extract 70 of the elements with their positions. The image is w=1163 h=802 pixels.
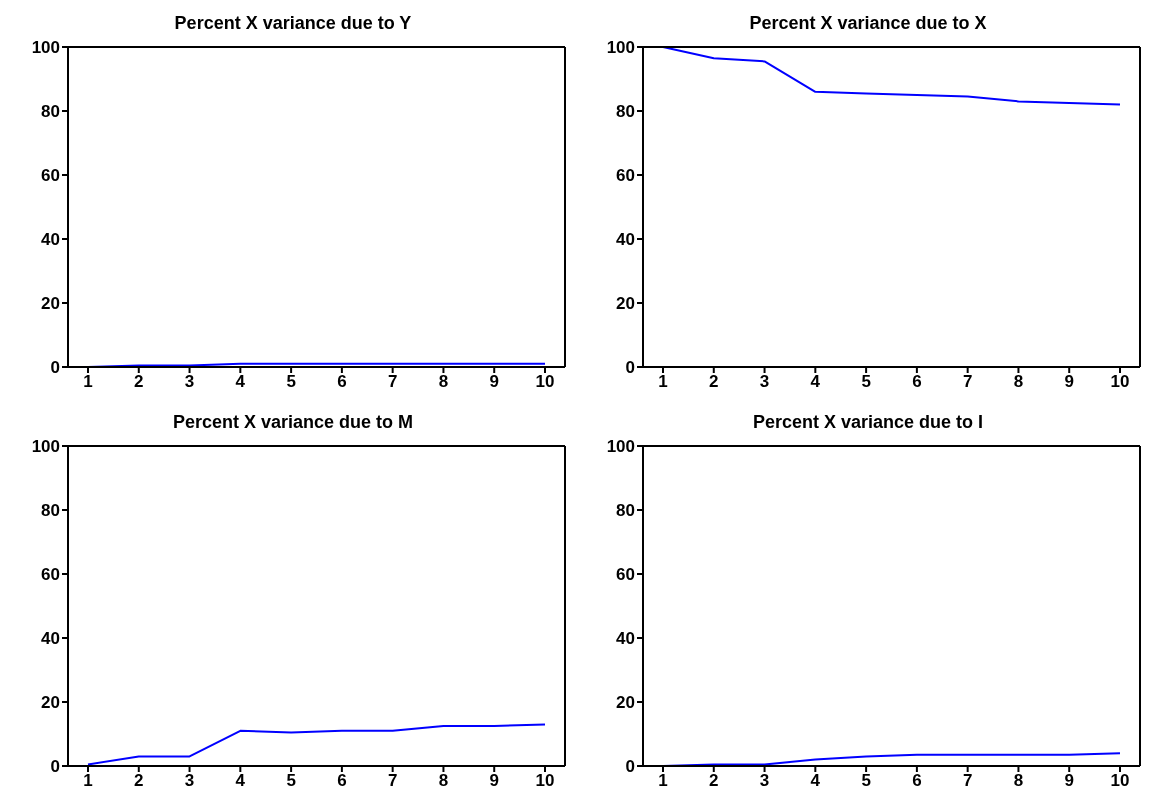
x-tick-label: 2: [134, 771, 144, 791]
x-tick-label: 8: [1013, 771, 1024, 791]
y-tick-label: 40: [616, 230, 635, 250]
x-tick-label: 2: [709, 372, 719, 392]
chart-title: Percent X variance due to X: [748, 12, 988, 35]
x-tick-label: 3: [759, 771, 770, 791]
x-tick-label: 10: [535, 771, 555, 791]
x-tick-label: 5: [286, 372, 296, 392]
x-tick-label: 6: [912, 372, 922, 392]
y-tick-label: 60: [41, 565, 60, 585]
y-tick-label: 20: [616, 294, 635, 314]
line-series: [662, 47, 1121, 106]
x-tick-label: 4: [235, 771, 246, 791]
y-tick-label: 0: [625, 757, 635, 777]
x-tick-label: 3: [184, 372, 195, 392]
x-tick-label: 2: [709, 771, 719, 791]
x-tick-label: 8: [438, 771, 449, 791]
x-tick-label: 9: [1064, 771, 1074, 791]
x-tick-label: 10: [1110, 372, 1130, 392]
y-tick-label: 100: [606, 437, 635, 457]
x-tick-label: 4: [810, 771, 821, 791]
y-tick-label: 100: [31, 437, 60, 457]
x-tick-label: 3: [759, 372, 770, 392]
x-tick-label: 5: [861, 372, 871, 392]
x-tick-label: 10: [1110, 771, 1130, 791]
x-tick-label: 6: [337, 771, 347, 791]
x-tick-label: 1: [658, 771, 668, 791]
chart-title: Percent X variance due to I: [751, 411, 985, 434]
x-tick-label: 7: [387, 771, 398, 791]
x-tick-label: 7: [962, 771, 973, 791]
line-series: [87, 723, 546, 766]
x-tick-label: 10: [535, 372, 555, 392]
x-tick-label: 4: [810, 372, 821, 392]
x-tick-label: 2: [134, 372, 144, 392]
x-tick-label: 8: [438, 372, 449, 392]
y-tick-label: 100: [606, 38, 635, 58]
y-tick-label: 40: [41, 629, 60, 649]
x-tick-label: 8: [1013, 372, 1024, 392]
chart-title: Percent X variance due to Y: [173, 12, 413, 35]
y-tick-label: 0: [625, 358, 635, 378]
y-tick-label: 20: [41, 693, 60, 713]
x-tick-label: 5: [861, 771, 871, 791]
x-tick-label: 7: [962, 372, 973, 392]
chart-title: Percent X variance due to M: [171, 411, 415, 434]
x-tick-label: 4: [235, 372, 246, 392]
y-tick-label: 60: [41, 166, 60, 186]
x-tick-label: 1: [83, 372, 93, 392]
y-tick-label: 80: [41, 501, 60, 521]
y-tick-label: 60: [616, 565, 635, 585]
y-tick-label: 100: [31, 38, 60, 58]
y-tick-label: 80: [41, 102, 60, 122]
x-tick-label: 9: [489, 771, 499, 791]
x-tick-label: 6: [337, 372, 347, 392]
y-tick-label: 20: [616, 693, 635, 713]
x-tick-label: 1: [658, 372, 668, 392]
x-tick-label: 9: [1064, 372, 1074, 392]
x-tick-label: 3: [184, 771, 195, 791]
x-tick-label: 9: [489, 372, 499, 392]
y-tick-label: 0: [50, 757, 60, 777]
y-tick-label: 40: [616, 629, 635, 649]
y-tick-label: 80: [616, 102, 635, 122]
x-tick-label: 7: [387, 372, 398, 392]
x-tick-label: 6: [912, 771, 922, 791]
y-tick-label: 0: [50, 358, 60, 378]
y-tick-label: 40: [41, 230, 60, 250]
y-tick-label: 20: [41, 294, 60, 314]
y-tick-label: 60: [616, 166, 635, 186]
y-tick-label: 80: [616, 501, 635, 521]
x-tick-label: 5: [286, 771, 296, 791]
x-tick-label: 1: [83, 771, 93, 791]
